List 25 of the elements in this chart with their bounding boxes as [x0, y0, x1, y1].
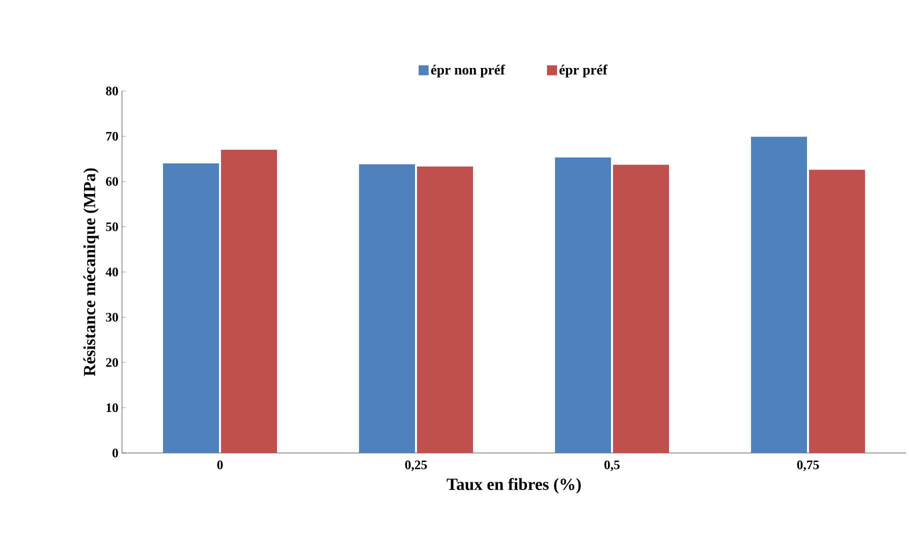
y-tick-label: 70 — [106, 132, 118, 141]
y-tick-label: 50 — [106, 222, 118, 232]
x-tick-label: 0,25 — [405, 460, 427, 472]
y-tick-label: 30 — [106, 312, 118, 322]
bar — [359, 164, 416, 453]
y-tick-label: 60 — [106, 177, 118, 186]
bar — [221, 150, 278, 453]
bar — [809, 170, 866, 453]
legend-label: épr préf — [559, 64, 608, 78]
y-tick-label: 10 — [106, 403, 118, 412]
y-tick-label: 0 — [112, 448, 118, 458]
legend-label: épr non préf — [431, 64, 506, 78]
y-tick-label: 80 — [106, 86, 118, 96]
bar — [163, 163, 220, 453]
y-tick-label: 20 — [106, 358, 118, 367]
x-tick-label: 0 — [217, 460, 223, 470]
y-axis-title: Résistance mécanique (MPa) — [83, 168, 99, 376]
x-axis-title: Taux en fibres (%) — [446, 478, 581, 494]
bar — [613, 164, 670, 453]
bar — [751, 136, 808, 453]
bar — [555, 158, 612, 453]
x-tick-label: 0,75 — [797, 460, 819, 472]
bar — [417, 166, 474, 453]
y-tick-label: 40 — [106, 268, 118, 276]
x-tick-label: 0,5 — [604, 460, 620, 472]
